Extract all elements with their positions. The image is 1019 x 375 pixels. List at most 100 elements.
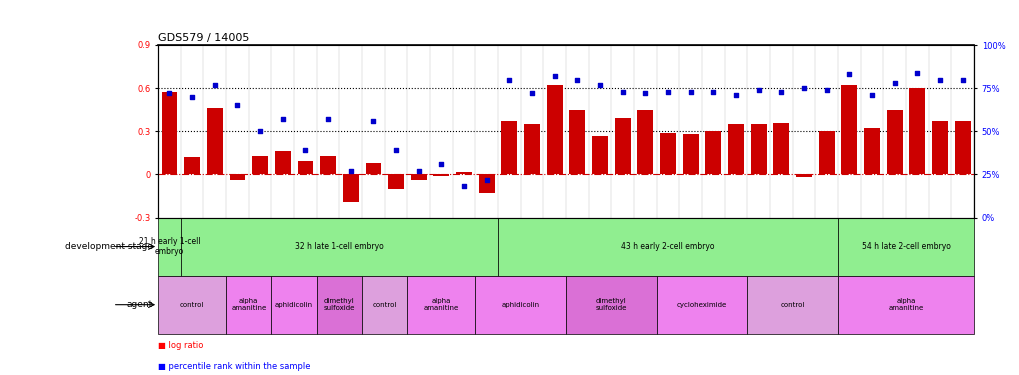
Bar [501, 121, 517, 174]
Text: ■ log ratio: ■ log ratio [158, 341, 203, 350]
Point [750, 87, 766, 93]
Bar [886, 110, 902, 174]
Bar [656, 276, 747, 334]
Bar [184, 157, 200, 174]
Bar [863, 128, 879, 174]
Point [886, 80, 902, 86]
Point [546, 73, 562, 79]
Bar [317, 276, 362, 334]
Point [252, 128, 268, 134]
Bar [433, 174, 449, 176]
Bar [274, 152, 290, 174]
Text: ■ percentile rank within the sample: ■ percentile rank within the sample [158, 362, 311, 371]
Text: cycloheximide: cycloheximide [677, 302, 727, 307]
Text: alpha
amanitine: alpha amanitine [231, 298, 266, 311]
Bar [659, 133, 676, 174]
Point [207, 82, 223, 88]
Bar [388, 174, 404, 189]
Point [591, 82, 607, 88]
Bar [407, 276, 475, 334]
Text: control: control [780, 302, 804, 307]
Bar [838, 276, 973, 334]
Bar [252, 156, 268, 174]
Bar [841, 85, 857, 174]
Bar [180, 217, 497, 276]
Point [614, 88, 631, 94]
Bar [271, 276, 317, 334]
Text: 54 h late 2-cell embryo: 54 h late 2-cell embryo [861, 242, 950, 251]
Bar [747, 276, 838, 334]
Bar [931, 121, 947, 174]
Point [795, 85, 811, 91]
Bar [158, 276, 226, 334]
Bar [614, 118, 630, 174]
Point [659, 88, 676, 94]
Bar [954, 121, 970, 174]
Point [524, 90, 540, 96]
Text: alpha
amanitine: alpha amanitine [423, 298, 459, 311]
Bar [546, 85, 562, 174]
Bar [362, 276, 407, 334]
Bar [705, 131, 720, 174]
Bar [772, 123, 789, 174]
Point [365, 118, 381, 124]
Point [320, 116, 336, 122]
Point [818, 87, 835, 93]
Text: 32 h late 1-cell embryo: 32 h late 1-cell embryo [294, 242, 383, 251]
Bar [682, 134, 698, 174]
Text: GDS579 / 14005: GDS579 / 14005 [158, 33, 250, 43]
Bar [569, 110, 585, 174]
Text: development stage: development stage [65, 242, 153, 251]
Point [455, 183, 472, 189]
Text: dimethyl
sulfoxide: dimethyl sulfoxide [323, 298, 355, 311]
Point [433, 161, 449, 167]
Text: aphidicolin: aphidicolin [275, 302, 313, 307]
Text: control: control [179, 302, 204, 307]
Point [183, 94, 200, 100]
Bar [475, 276, 566, 334]
Bar [637, 110, 653, 174]
Point [478, 177, 494, 183]
Point [637, 90, 653, 96]
Text: alpha
amanitine: alpha amanitine [888, 298, 923, 311]
Bar [342, 174, 359, 202]
Bar [365, 163, 381, 174]
Bar [226, 276, 271, 334]
Bar [728, 124, 743, 174]
Bar [207, 108, 222, 174]
Point [841, 71, 857, 77]
Bar [478, 174, 494, 193]
Point [863, 92, 879, 98]
Point [411, 168, 427, 174]
Point [772, 88, 789, 94]
Point [569, 76, 585, 82]
Bar [411, 174, 426, 180]
Point [682, 88, 698, 94]
Bar [158, 217, 180, 276]
Point [954, 76, 970, 82]
Bar [592, 136, 607, 174]
Point [229, 102, 246, 108]
Text: control: control [372, 302, 396, 307]
Text: 21 h early 1-cell
embryo: 21 h early 1-cell embryo [139, 237, 200, 256]
Bar [909, 88, 924, 174]
Bar [796, 174, 811, 177]
Point [500, 76, 517, 82]
Point [931, 76, 948, 82]
Text: aphidicolin: aphidicolin [501, 302, 539, 307]
Bar [320, 156, 335, 174]
Bar [524, 124, 539, 174]
Text: agent: agent [126, 300, 153, 309]
Text: dimethyl
sulfoxide: dimethyl sulfoxide [595, 298, 627, 311]
Point [297, 147, 313, 153]
Point [342, 168, 359, 174]
Point [161, 90, 177, 96]
Point [274, 116, 290, 122]
Bar [750, 124, 766, 174]
Bar [818, 131, 834, 174]
Bar [161, 93, 177, 174]
Point [728, 92, 744, 98]
Bar [229, 174, 246, 180]
Bar [838, 217, 973, 276]
Bar [298, 161, 313, 174]
